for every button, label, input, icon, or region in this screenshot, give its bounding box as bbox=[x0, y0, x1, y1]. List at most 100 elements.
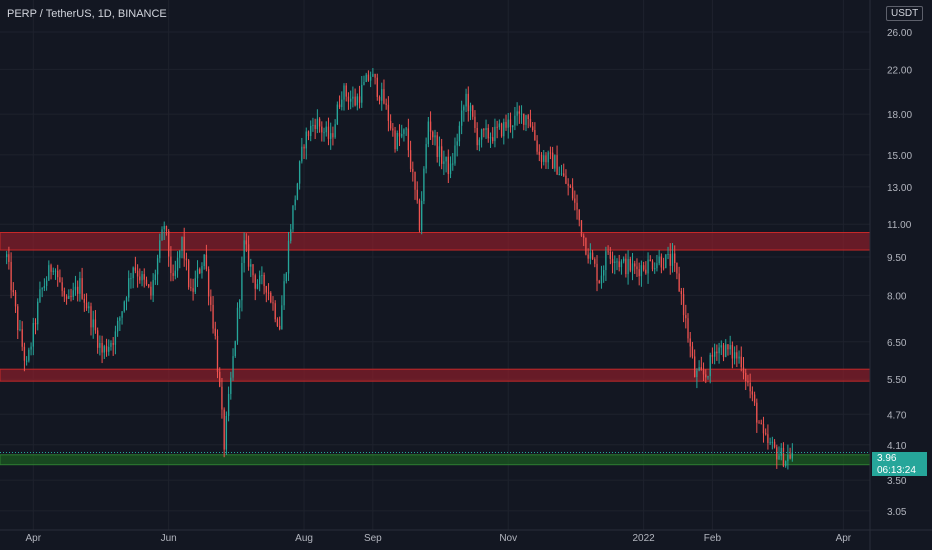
x-tick-label: Sep bbox=[364, 533, 382, 544]
candle-down bbox=[307, 131, 310, 137]
candle-down bbox=[580, 220, 583, 236]
candle-down bbox=[669, 254, 671, 266]
candle-up bbox=[738, 356, 740, 359]
candle-down bbox=[691, 346, 694, 357]
candle-down bbox=[59, 277, 61, 283]
candle-up bbox=[330, 133, 332, 139]
candle-up bbox=[141, 274, 143, 281]
candle-up bbox=[290, 229, 292, 241]
candle-down bbox=[500, 123, 503, 137]
candle-down bbox=[70, 295, 72, 297]
candle-down bbox=[440, 146, 443, 164]
candle-up bbox=[261, 274, 263, 276]
candle-up bbox=[507, 119, 509, 128]
candle-up bbox=[640, 265, 643, 277]
candle-up bbox=[616, 261, 618, 263]
candle-down bbox=[205, 254, 208, 270]
candle-up bbox=[225, 415, 228, 450]
resistance-zone bbox=[0, 231, 871, 251]
candle-down bbox=[534, 130, 536, 141]
candle-down bbox=[638, 269, 640, 277]
candle-up bbox=[667, 254, 669, 256]
candle-up bbox=[25, 360, 28, 362]
candle-down bbox=[685, 315, 687, 319]
candle-down bbox=[345, 85, 347, 97]
candle-up bbox=[181, 236, 183, 251]
candle-up bbox=[460, 110, 463, 126]
candle-down bbox=[505, 121, 507, 128]
candle-up bbox=[494, 126, 496, 142]
candle-up bbox=[658, 256, 660, 264]
candle-up bbox=[45, 280, 48, 286]
candle-up bbox=[341, 99, 343, 108]
candle-up bbox=[614, 261, 616, 264]
candle-down bbox=[172, 273, 174, 276]
y-tick-label: 15.00 bbox=[887, 151, 912, 162]
candle-up bbox=[427, 121, 430, 145]
candle-down bbox=[77, 286, 79, 294]
candle-up bbox=[250, 264, 252, 267]
candle-down bbox=[94, 319, 97, 331]
candle-up bbox=[203, 254, 205, 267]
candle-down bbox=[83, 298, 86, 303]
candle-up bbox=[305, 131, 307, 149]
candle-up bbox=[114, 331, 117, 345]
candle-down bbox=[496, 126, 498, 128]
candle-down bbox=[594, 259, 596, 264]
candle-up bbox=[79, 278, 81, 294]
candle-down bbox=[492, 137, 494, 142]
candle-down bbox=[476, 127, 478, 146]
candle-up bbox=[403, 129, 405, 134]
candle-down bbox=[254, 275, 256, 289]
candle-down bbox=[551, 152, 554, 169]
candle-up bbox=[725, 344, 727, 357]
candle-up bbox=[92, 319, 94, 328]
candle-up bbox=[514, 115, 516, 126]
candle-down bbox=[487, 127, 489, 139]
candle-up bbox=[68, 295, 70, 299]
candle-down bbox=[385, 103, 387, 105]
candle-up bbox=[37, 301, 39, 325]
candle-up bbox=[287, 240, 290, 274]
candle-down bbox=[549, 152, 552, 154]
candle-up bbox=[72, 290, 74, 297]
candle-up bbox=[498, 123, 501, 128]
symbol-title[interactable]: PERP / TetherUS, 1D, BINANCE bbox=[7, 8, 167, 20]
y-tick-label: 9.50 bbox=[887, 253, 907, 264]
candle-down bbox=[214, 328, 216, 336]
candle-down bbox=[571, 187, 574, 199]
candle-down bbox=[618, 261, 620, 268]
candle-down bbox=[756, 402, 758, 423]
candle-up bbox=[718, 347, 720, 354]
x-tick-label: 2022 bbox=[632, 533, 655, 544]
candle-down bbox=[394, 130, 396, 150]
candle-down bbox=[523, 113, 525, 125]
candle-down bbox=[447, 156, 449, 175]
candle-down bbox=[574, 198, 576, 203]
y-tick-label: 4.70 bbox=[887, 410, 907, 421]
candle-down bbox=[407, 128, 410, 151]
x-tick-label: Jun bbox=[161, 533, 177, 544]
candle-down bbox=[651, 261, 654, 270]
candle-down bbox=[367, 74, 370, 81]
currency-unit-badge[interactable]: USDT bbox=[886, 6, 924, 21]
candle-up bbox=[713, 351, 716, 357]
candle-up bbox=[241, 262, 243, 301]
candle-down bbox=[767, 434, 769, 443]
candle-up bbox=[39, 289, 41, 302]
candle-down bbox=[376, 77, 378, 97]
candle-down bbox=[185, 258, 188, 261]
candle-down bbox=[585, 237, 587, 255]
y-tick-label: 26.00 bbox=[887, 28, 912, 39]
candle-up bbox=[465, 93, 467, 107]
candle-up bbox=[543, 155, 545, 162]
candle-down bbox=[527, 115, 529, 120]
candles bbox=[5, 68, 793, 470]
candle-down bbox=[680, 291, 683, 295]
candle-down bbox=[676, 262, 678, 274]
candle-up bbox=[194, 278, 196, 292]
candle-up bbox=[503, 121, 505, 137]
grid bbox=[0, 0, 870, 530]
candle-down bbox=[245, 240, 248, 245]
